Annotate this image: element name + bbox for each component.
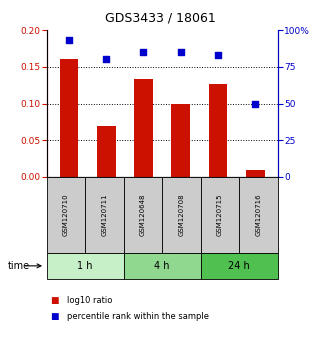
Text: GSM120716: GSM120716: [256, 194, 261, 236]
Bar: [246, 170, 265, 177]
Text: 4 h: 4 h: [154, 261, 170, 271]
Text: ■: ■: [50, 296, 58, 305]
Bar: [134, 79, 153, 177]
Text: GSM120708: GSM120708: [178, 194, 184, 236]
Text: GSM120648: GSM120648: [140, 194, 146, 236]
Point: [66, 38, 72, 43]
Point: [141, 49, 146, 55]
Bar: [209, 84, 227, 177]
Text: GDS3433 / 18061: GDS3433 / 18061: [105, 11, 216, 24]
Point: [215, 52, 221, 58]
Point: [104, 57, 109, 62]
Text: GSM120711: GSM120711: [101, 194, 107, 236]
Text: 24 h: 24 h: [228, 261, 250, 271]
Text: ■: ■: [50, 312, 58, 321]
Text: time: time: [8, 261, 30, 271]
Text: 1 h: 1 h: [77, 261, 93, 271]
Text: log10 ratio: log10 ratio: [67, 296, 113, 305]
Bar: [60, 59, 78, 177]
Text: GSM120710: GSM120710: [63, 194, 69, 236]
Bar: [171, 103, 190, 177]
Point: [178, 49, 183, 55]
Text: GSM120715: GSM120715: [217, 194, 223, 236]
Text: percentile rank within the sample: percentile rank within the sample: [67, 312, 209, 321]
Bar: [97, 126, 116, 177]
Point: [253, 101, 258, 106]
